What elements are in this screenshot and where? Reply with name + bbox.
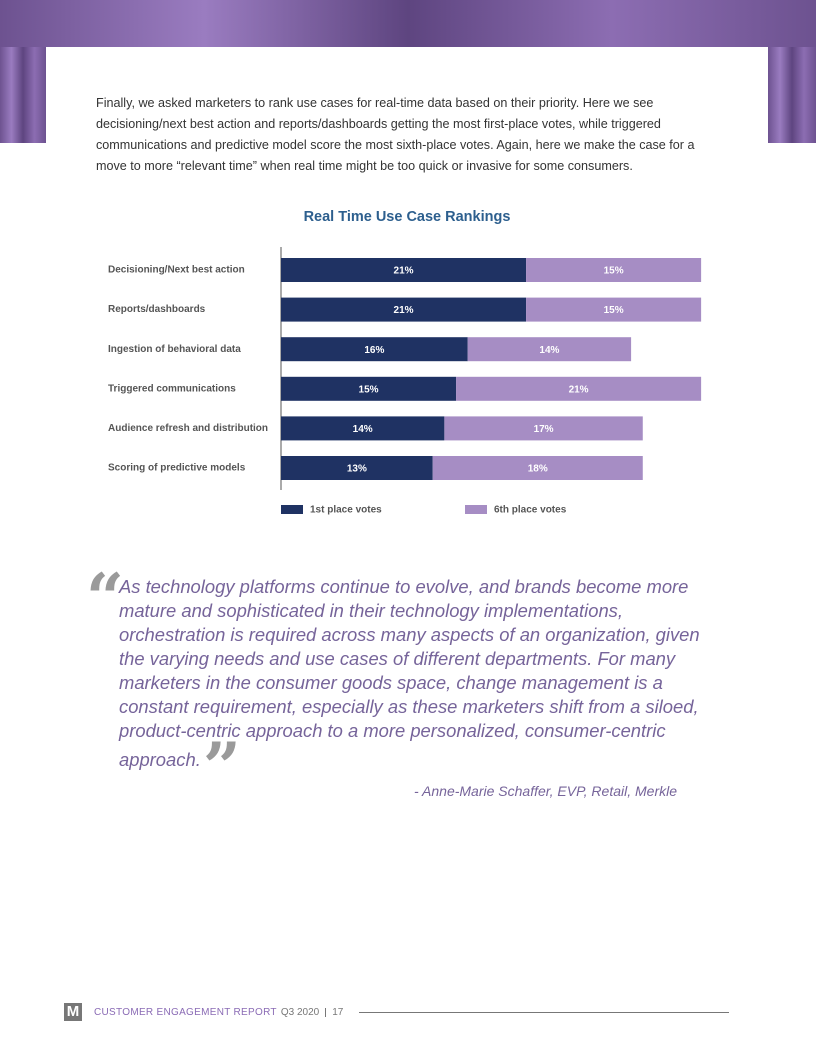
bar-segment	[456, 376, 702, 401]
close-quote-mark: ”	[202, 728, 241, 806]
footer: M CUSTOMER ENGAGEMENT REPORT Q3 2020 17	[64, 1003, 729, 1021]
quote: As technology platforms continue to evol…	[119, 575, 719, 800]
photo-strip-right	[768, 47, 816, 143]
bar-segment	[281, 376, 457, 401]
attribution: - Anne-Marie Schaffer, EVP, Retail, Merk…	[414, 783, 677, 799]
photo-strip-left	[0, 47, 46, 143]
page-number: 17	[332, 1006, 344, 1018]
value-label: 15%	[359, 384, 379, 395]
value-label: 21%	[569, 384, 589, 395]
photo-banner	[0, 0, 816, 47]
bar-segment	[281, 456, 433, 480]
value-label: 17%	[534, 424, 554, 435]
chart-title: Real Time Use Case Rankings	[304, 209, 511, 225]
value-label: 21%	[394, 305, 414, 316]
logo: M	[64, 1003, 82, 1021]
value-label: 14%	[539, 345, 559, 356]
bar-segment	[281, 337, 468, 362]
footer-rule	[359, 1011, 729, 1013]
intro-paragraph: Finally, we asked marketers to rank use …	[96, 96, 695, 173]
category-label: Reports/dashboards	[108, 304, 206, 315]
value-label: 14%	[353, 424, 373, 435]
legend-swatch	[281, 505, 303, 514]
value-label: 15%	[604, 305, 624, 316]
bar-segment	[467, 337, 632, 362]
value-label: 13%	[347, 464, 367, 475]
value-label: 21%	[394, 266, 414, 277]
category-label: Triggered communications	[108, 383, 236, 394]
value-label: 16%	[364, 345, 384, 356]
category-label: Scoring of predictive models	[108, 463, 246, 474]
value-label: 15%	[604, 266, 624, 277]
quote-text: As technology platforms continue to evol…	[119, 576, 700, 770]
bar-segment	[281, 297, 527, 322]
value-label: 18%	[528, 464, 548, 475]
legend-label: 6th place votes	[494, 505, 567, 516]
bar-segment	[281, 258, 527, 282]
bar-segment	[526, 258, 702, 282]
bar-segment	[526, 297, 702, 322]
footer-edition: Q3 2020	[280, 1006, 320, 1018]
category-label: Ingestion of behavioral data	[108, 344, 241, 355]
legend-label: 1st place votes	[310, 505, 382, 516]
bar-segment	[444, 416, 643, 441]
category-label: Decisioning/Next best action	[108, 265, 245, 276]
legend-swatch	[465, 505, 487, 514]
bar-segment	[432, 456, 643, 480]
footer-title: CUSTOMER ENGAGEMENT REPORT	[94, 1006, 277, 1018]
chart: Real Time Use Case Rankings Decisioning/…	[108, 209, 702, 516]
category-label: Audience refresh and distribution	[108, 423, 268, 434]
separator	[325, 1007, 327, 1017]
bar-segment	[281, 416, 445, 441]
